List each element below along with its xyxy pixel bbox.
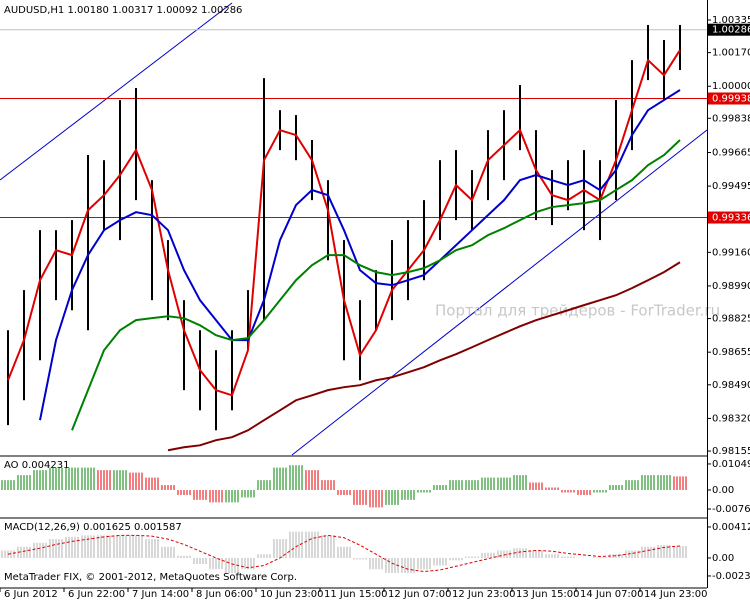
x-tick-label: 13 Jun 15:00 <box>516 589 580 600</box>
panel-title: AO 0.004231 <box>4 460 69 471</box>
x-tick-label: 6 Jun 22:00 <box>68 589 125 600</box>
channel-line <box>291 129 708 456</box>
x-tick-label: 12 Jun 07:00 <box>388 589 452 600</box>
moving-average <box>167 261 681 452</box>
y-tick-label: 1.00000 <box>712 81 750 92</box>
y-tick-label: 0.99665 <box>712 147 750 158</box>
y-tick-label: 0.99495 <box>712 181 750 192</box>
level-label: 0.99336 <box>712 213 750 224</box>
last-price-label: 1.00286 <box>712 25 750 36</box>
x-tick-label: 14 Jun 07:00 <box>580 589 644 600</box>
x-tick-label: 11 Jun 15:00 <box>324 589 388 600</box>
moving-average <box>7 49 681 397</box>
y-tick-label: 0.99160 <box>712 247 750 258</box>
y-tick-label: 0.99838 <box>712 113 750 124</box>
y-tick-label: 0.98320 <box>712 413 750 424</box>
y-tick-label: 0.004121 <box>712 522 750 533</box>
x-tick-label: 10 Jun 23:00 <box>260 589 324 600</box>
y-tick-label: 1.00335 <box>712 15 750 26</box>
y-tick-label: 1.00170 <box>712 48 750 59</box>
y-tick-label: 0.98990 <box>712 281 750 292</box>
x-tick-label: 6 Jun 2012 <box>4 589 58 600</box>
x-tick-label: 7 Jun 14:00 <box>132 589 189 600</box>
signal-line <box>7 534 681 573</box>
moving-average <box>39 89 681 421</box>
y-tick-label: 0.98155 <box>712 446 750 457</box>
y-tick-label: -0.00767 <box>712 504 750 515</box>
y-tick-label: -0.00239 <box>712 571 750 582</box>
y-tick-label: 0.00 <box>712 485 734 496</box>
last-price-box <box>708 23 750 36</box>
y-tick-label: 0.00 <box>712 553 734 564</box>
level-label-box <box>708 211 750 224</box>
level-label-box <box>708 92 750 105</box>
y-tick-label: 0.98825 <box>712 314 750 325</box>
footer: MetaTrader FIX, © 2001-2012, MetaQuotes … <box>4 572 297 583</box>
chart-title: AUDUSD,H1 1.00180 1.00317 1.00092 1.0028… <box>4 5 242 16</box>
panel-title: MACD(12,26,9) 0.001625 0.001587 <box>4 522 182 533</box>
watermark: Портал для трейдеров - ForTrader.ru <box>435 302 720 320</box>
level-label: 0.99938 <box>712 94 750 105</box>
y-tick-label: 0.010499 <box>712 459 750 470</box>
moving-average <box>71 139 681 431</box>
x-tick-label: 12 Jun 23:00 <box>452 589 516 600</box>
channel-line <box>0 2 233 181</box>
x-tick-label: 14 Jun 23:00 <box>644 589 708 600</box>
y-tick-label: 0.98490 <box>712 380 750 391</box>
x-tick-label: 8 Jun 06:00 <box>196 589 253 600</box>
y-tick-label: 0.98655 <box>712 347 750 358</box>
